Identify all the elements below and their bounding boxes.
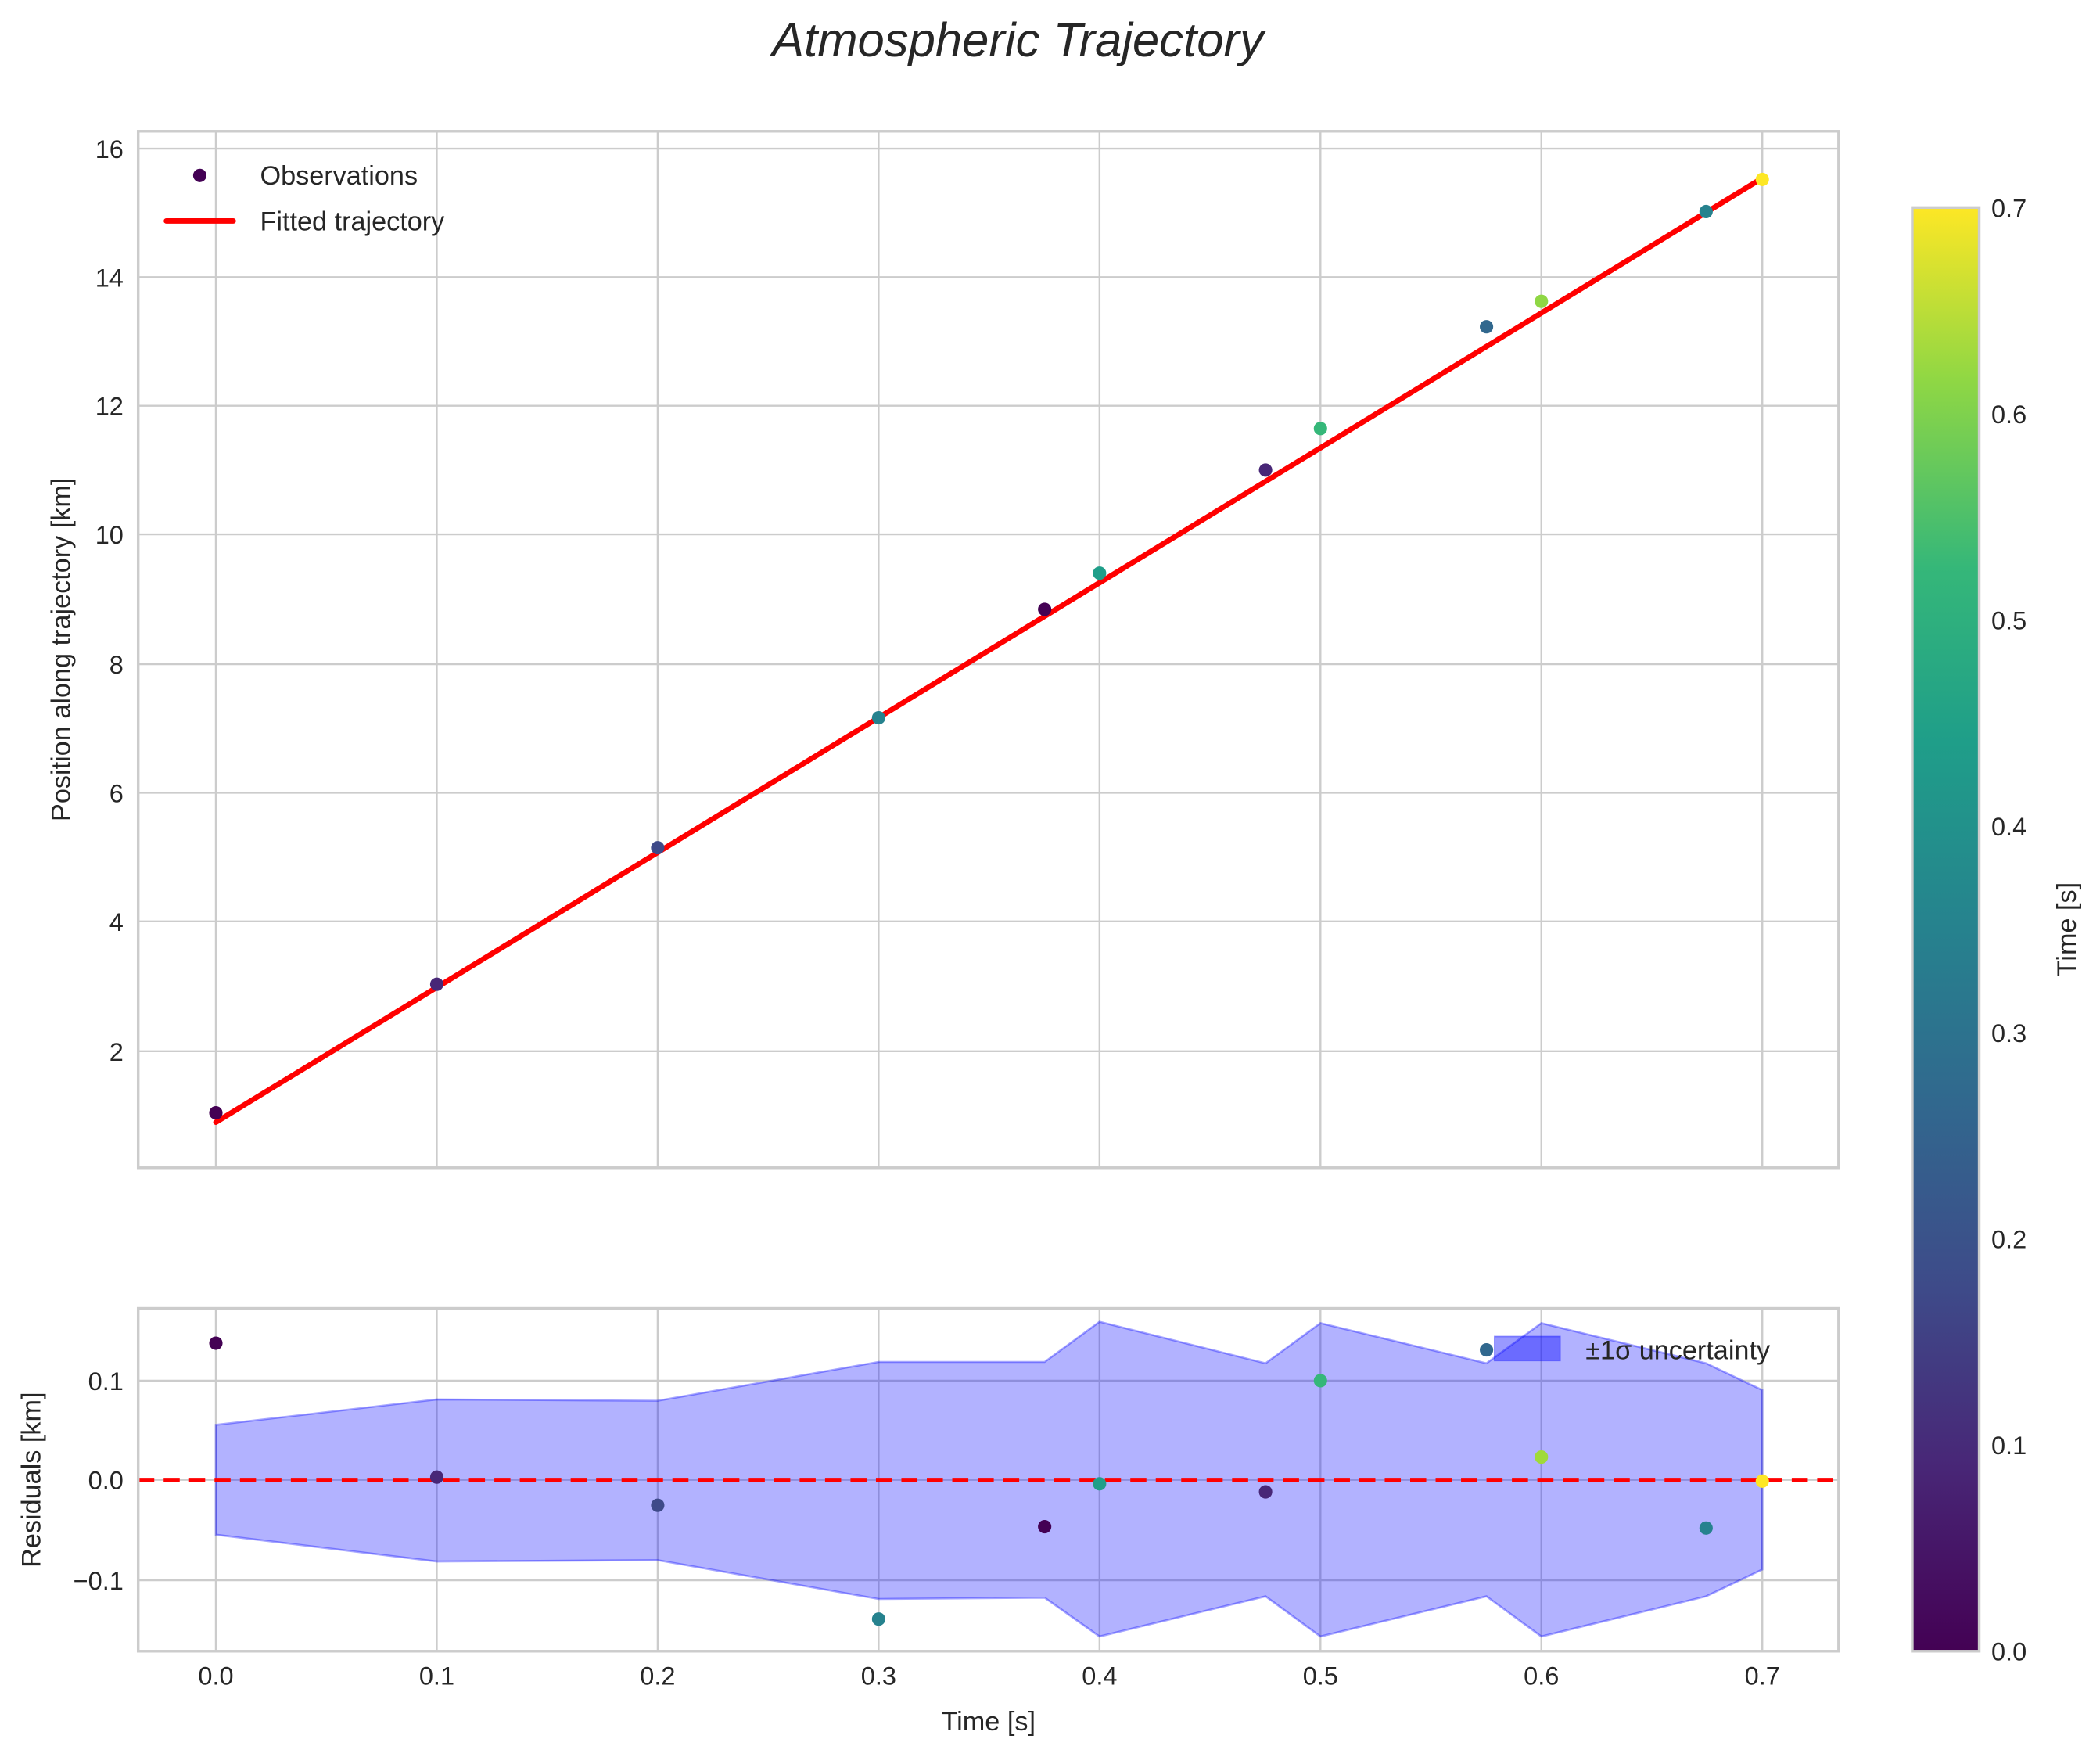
residual-points: [209, 1336, 1769, 1626]
legend-observations: Observations: [260, 161, 418, 191]
svg-text:0.5: 0.5: [1991, 607, 2026, 635]
residuals-axes: ±1σ uncertainty 0.1 0.0 −0.1 Residuals […: [17, 1306, 1840, 1737]
colorbar-gradient: [1911, 206, 1981, 1653]
legend-uncertainty: ±1σ uncertainty: [1585, 1336, 1771, 1366]
fitted-trajectory-line: [213, 175, 1765, 1125]
svg-text:0.7: 0.7: [1991, 194, 2026, 222]
svg-text:−0.1: −0.1: [74, 1567, 124, 1595]
top-y-axis-label: Position along trajectory [km]: [46, 478, 76, 821]
svg-text:12: 12: [95, 393, 124, 421]
svg-text:0.4: 0.4: [1991, 813, 2026, 841]
svg-text:0.7: 0.7: [1745, 1662, 1780, 1691]
svg-text:0.6: 0.6: [1991, 401, 2026, 429]
top-y-ticks: 2 4 6 8 10 12 14 16: [95, 135, 124, 1066]
svg-text:0.5: 0.5: [1303, 1662, 1338, 1691]
svg-text:0.0: 0.0: [1991, 1638, 2026, 1666]
observations-legend-marker: [192, 168, 207, 182]
svg-text:16: 16: [95, 135, 124, 163]
residual-y-axis-label: Residuals [km]: [17, 1392, 47, 1567]
top-legend: Observations Fitted trajectory: [163, 161, 445, 236]
svg-text:0.2: 0.2: [640, 1662, 675, 1691]
top-gridlines: [138, 131, 1839, 1168]
svg-text:4: 4: [109, 908, 124, 936]
svg-text:0.6: 0.6: [1524, 1662, 1559, 1691]
svg-text:2: 2: [109, 1038, 124, 1066]
svg-text:0.1: 0.1: [88, 1367, 124, 1396]
svg-text:10: 10: [95, 521, 124, 549]
svg-text:6: 6: [109, 779, 124, 807]
svg-text:0.0: 0.0: [88, 1467, 124, 1495]
svg-text:0.3: 0.3: [1991, 1019, 2026, 1047]
residuals-axes-frame: [136, 1306, 1840, 1653]
colorbar-ticks: 0.0 0.1 0.2 0.3 0.4 0.5 0.6 0.7: [1991, 194, 2026, 1665]
top-axes-frame: [136, 130, 1840, 1170]
svg-text:0.1: 0.1: [1991, 1432, 2026, 1460]
observation-points: [209, 172, 1769, 1120]
svg-text:0.2: 0.2: [1991, 1225, 2026, 1253]
svg-text:0.1: 0.1: [419, 1662, 454, 1691]
svg-text:0.3: 0.3: [861, 1662, 896, 1691]
svg-text:8: 8: [109, 651, 124, 679]
colorbar: 0.0 0.1 0.2 0.3 0.4 0.5 0.6 0.7 Time [s]: [1911, 194, 2082, 1666]
colorbar-label: Time [s]: [2052, 882, 2082, 976]
x-ticks: 0.0 0.1 0.2 0.3 0.4 0.5 0.6 0.7: [198, 1662, 1779, 1691]
uncertainty-legend-swatch: [1493, 1335, 1561, 1362]
residual-y-ticks: 0.1 0.0 −0.1: [74, 1367, 124, 1595]
residual-legend: ±1σ uncertainty: [1493, 1335, 1771, 1366]
x-axis-label: Time [s]: [942, 1707, 1036, 1737]
svg-text:14: 14: [95, 264, 124, 292]
top-axes: 2 4 6 8 10 12 14 16 Position along traje…: [46, 130, 1840, 1170]
legend-fitted: Fitted trajectory: [260, 207, 445, 236]
svg-text:0.4: 0.4: [1082, 1662, 1117, 1691]
svg-text:0.0: 0.0: [198, 1662, 233, 1691]
chart-title: Atmospheric Trajectory: [769, 13, 1266, 67]
